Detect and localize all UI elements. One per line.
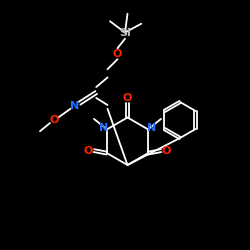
Text: O: O bbox=[113, 49, 122, 59]
Text: O: O bbox=[123, 93, 132, 103]
Text: O: O bbox=[84, 146, 93, 156]
Text: N: N bbox=[70, 101, 80, 111]
Text: N: N bbox=[147, 124, 156, 134]
Text: N: N bbox=[99, 124, 108, 134]
Text: O: O bbox=[49, 115, 58, 125]
Text: O: O bbox=[162, 146, 171, 156]
Text: Si: Si bbox=[119, 28, 131, 38]
